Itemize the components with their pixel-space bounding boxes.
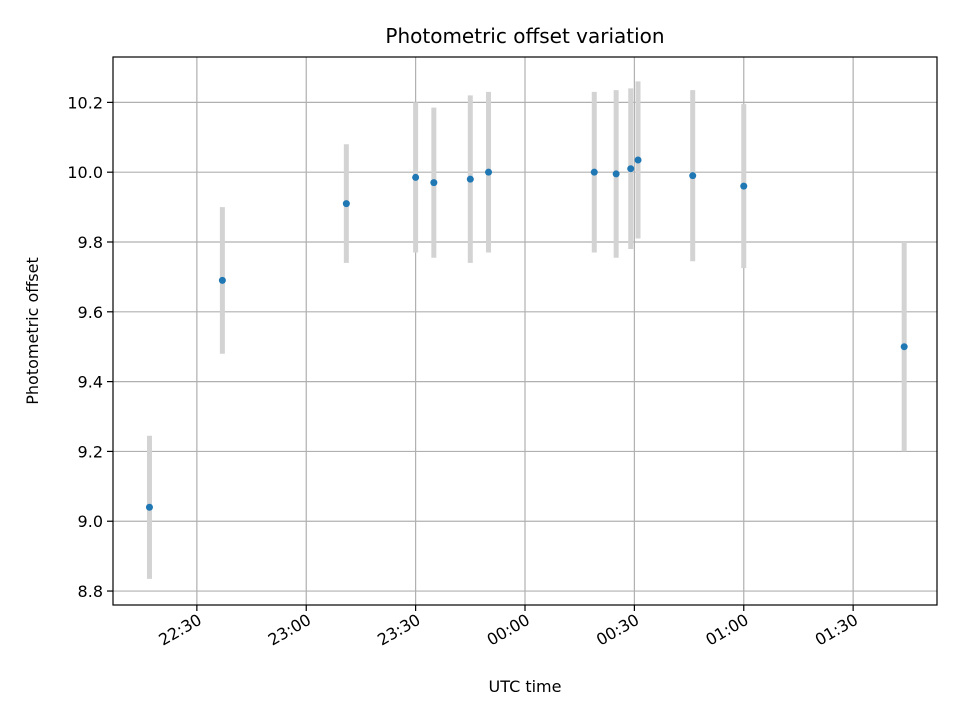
y-tick-label: 10.0: [67, 163, 103, 182]
data-point: [145, 503, 153, 511]
data-point: [218, 276, 226, 284]
data-point: [689, 172, 697, 180]
error-bars: [146, 81, 907, 579]
y-tick-label: 10.2: [67, 93, 103, 112]
data-point: [466, 175, 474, 183]
y-axis-label: Photometric offset: [23, 257, 42, 405]
data-point: [740, 182, 748, 190]
y-tick-label: 9.4: [78, 373, 103, 392]
data-point: [430, 179, 438, 187]
data-point: [412, 173, 420, 181]
x-tick-label: 00:00: [484, 610, 533, 650]
axis-ticks: 22:30 23:00 23:30 00:00 00:30 01:00 01:30 8.8 9.…: [67, 93, 861, 649]
x-tick-label: 01:00: [702, 610, 751, 650]
x-tick-label: 23:00: [265, 610, 314, 650]
x-tick-label: 23:30: [374, 610, 423, 650]
data-point: [634, 156, 642, 164]
x-tick-label: 01:30: [812, 610, 861, 650]
y-tick-label: 9.8: [78, 233, 103, 252]
x-axis-label: UTC time: [489, 677, 562, 696]
x-tick-label: 22:30: [155, 610, 204, 650]
data-points: [145, 156, 908, 511]
data-point: [590, 168, 598, 176]
y-tick-label: 8.8: [78, 582, 103, 601]
data-point: [612, 170, 620, 178]
grid-lines: [113, 57, 937, 605]
x-tick-label: 00:30: [593, 610, 642, 650]
chart-title: Photometric offset variation: [385, 24, 664, 48]
y-tick-label: 9.0: [78, 512, 103, 531]
data-point: [900, 343, 908, 351]
data-point: [485, 168, 493, 176]
data-point: [627, 165, 635, 173]
y-tick-label: 9.2: [78, 442, 103, 461]
data-point: [342, 200, 350, 208]
y-tick-label: 9.6: [78, 303, 103, 322]
